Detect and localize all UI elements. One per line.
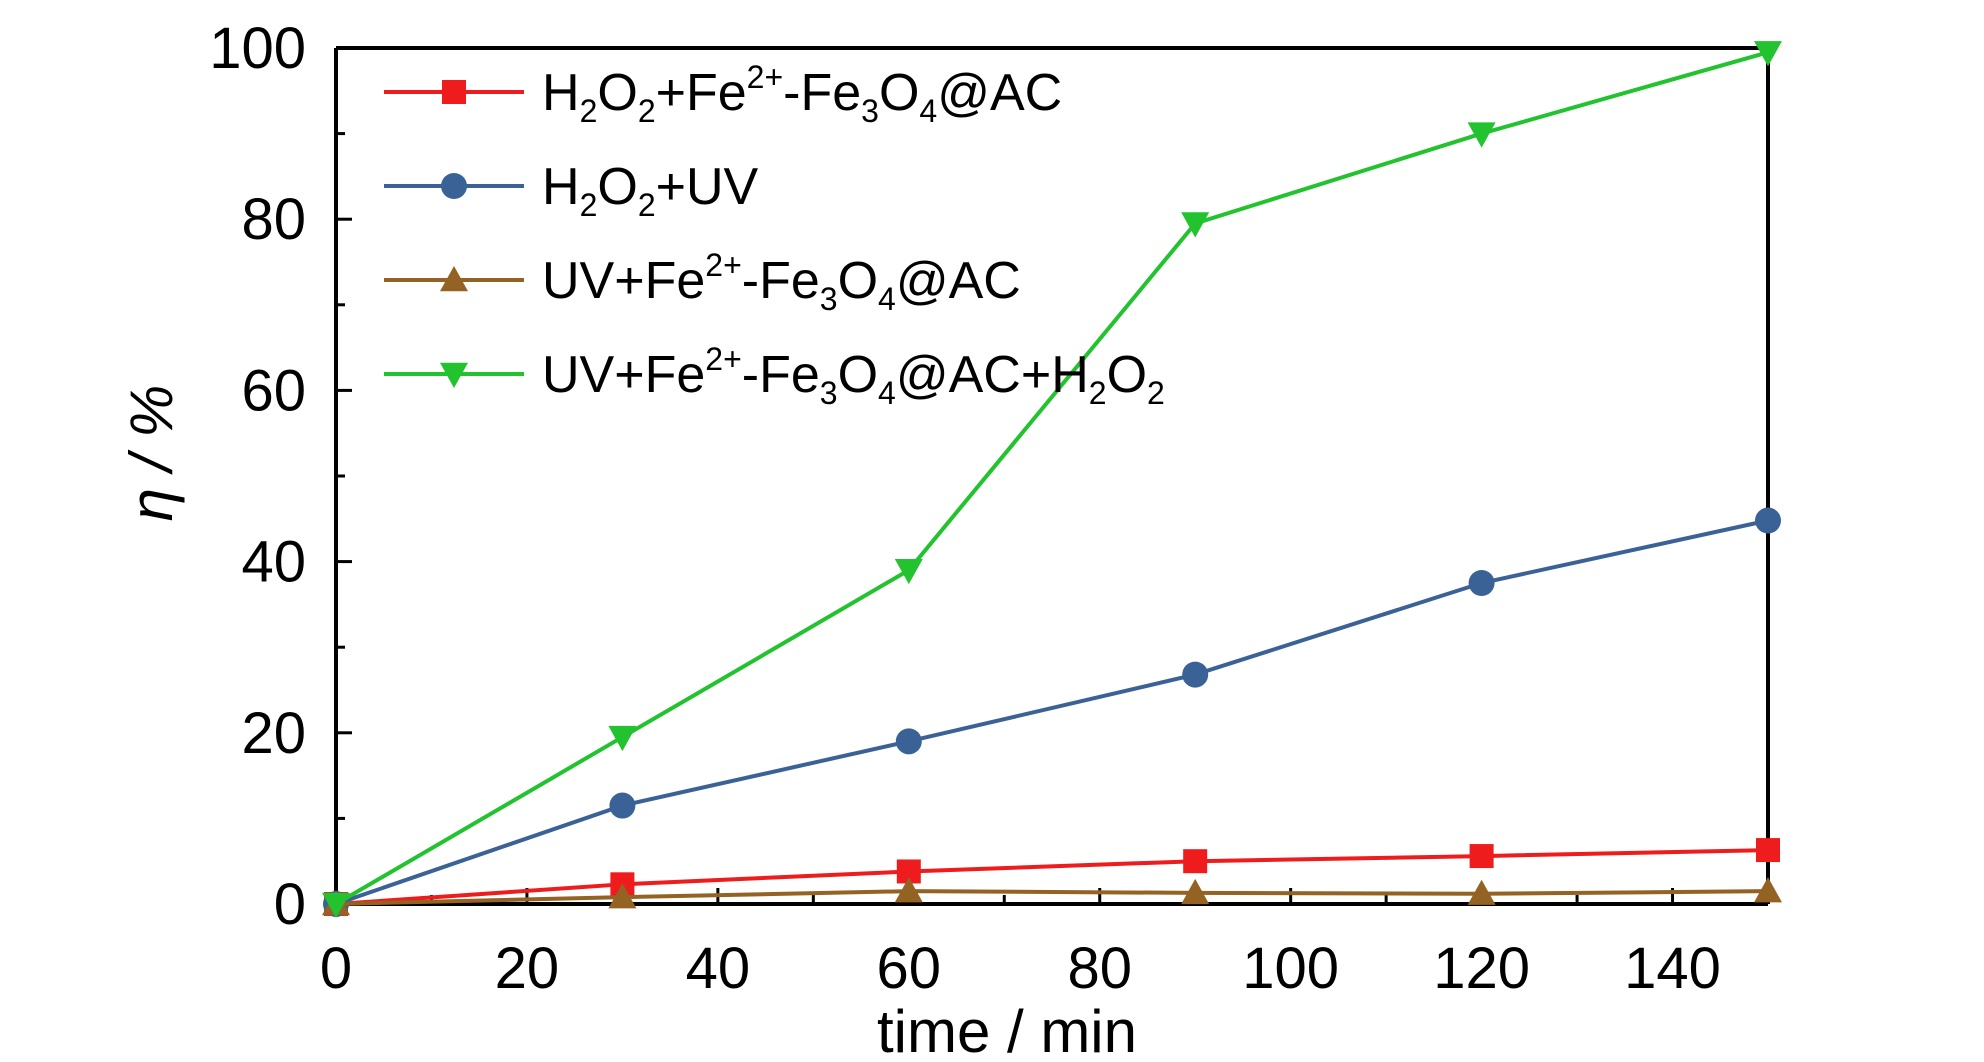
x-tick-label: 80 bbox=[1067, 936, 1132, 1001]
legend-entry: H2O2+Fe2+-Fe3O4@AC bbox=[384, 59, 1062, 129]
legend-marker bbox=[441, 173, 467, 199]
legend-text-part: -Fe bbox=[742, 346, 820, 404]
legend-label: H2O2+UV bbox=[542, 158, 759, 223]
data-point bbox=[895, 728, 922, 755]
legend-text-part: H bbox=[542, 158, 580, 216]
legend-text-part: -Fe bbox=[742, 252, 820, 310]
legend-subscript: 3 bbox=[820, 281, 838, 317]
legend-supscript: 2+ bbox=[747, 59, 783, 95]
x-tick-label: 120 bbox=[1433, 936, 1530, 1001]
x-tick-label: 100 bbox=[1242, 936, 1339, 1001]
legend-subscript: 2 bbox=[580, 93, 598, 129]
y-tick-label: 0 bbox=[274, 872, 306, 937]
data-point bbox=[894, 558, 923, 585]
x-tick-label: 40 bbox=[686, 936, 751, 1001]
data-point bbox=[1467, 879, 1496, 905]
legend: H2O2+Fe2+-Fe3O4@ACH2O2+UVUV+Fe2+-Fe3O4@A… bbox=[372, 52, 1165, 442]
legend-subscript: 2 bbox=[580, 187, 598, 223]
legend-subscript: 2 bbox=[1089, 375, 1107, 411]
legend-subscript: 2 bbox=[638, 187, 656, 223]
legend-entry: UV+Fe2+-Fe3O4@AC+H2O2 bbox=[384, 341, 1165, 411]
series-line bbox=[335, 518, 1769, 906]
legend-text-part: O bbox=[597, 158, 637, 216]
legend-subscript: 4 bbox=[878, 281, 896, 317]
data-point bbox=[1183, 849, 1208, 874]
y-tick-label: 100 bbox=[209, 16, 306, 81]
data-point bbox=[1469, 844, 1494, 869]
legend-subscript: 2 bbox=[1147, 375, 1165, 411]
legend-text-part: @AC+H bbox=[896, 346, 1089, 404]
legend-subscript: 3 bbox=[820, 375, 838, 411]
axes: 0 20 40 60 80 100 120 140 0 20 40 60 80 100 bbox=[209, 16, 1770, 1001]
series-3 bbox=[322, 877, 1782, 916]
data-point bbox=[609, 792, 636, 819]
y-tick-label: 80 bbox=[241, 187, 306, 252]
legend-text-part: UV+Fe bbox=[542, 252, 705, 310]
data-point bbox=[322, 892, 350, 918]
legend-subscript: 4 bbox=[919, 93, 937, 129]
x-tick-label: 0 bbox=[320, 936, 352, 1001]
series-line bbox=[335, 848, 1769, 906]
legend-marker bbox=[440, 266, 468, 292]
series-line bbox=[334, 50, 1769, 906]
legend-supscript: 2+ bbox=[705, 341, 741, 377]
data-point bbox=[1182, 661, 1209, 688]
legend-supscript: 2+ bbox=[705, 247, 741, 283]
series-line bbox=[335, 889, 1769, 906]
data-point bbox=[608, 725, 637, 752]
y-tick-label: 20 bbox=[241, 701, 306, 766]
x-tick-label: 20 bbox=[495, 936, 560, 1001]
series-4 bbox=[322, 41, 1782, 918]
legend-text-part: @AC bbox=[896, 252, 1021, 310]
series-1 bbox=[324, 838, 1780, 916]
legend-text-part: O bbox=[838, 252, 878, 310]
data-point bbox=[1756, 838, 1780, 863]
legend-marker bbox=[442, 80, 466, 104]
legend-label: H2O2+Fe2+-Fe3O4@AC bbox=[542, 59, 1062, 129]
data-point bbox=[1754, 877, 1782, 903]
data-point bbox=[894, 877, 923, 903]
series-layer bbox=[322, 41, 1782, 918]
x-tick-label: 60 bbox=[877, 936, 942, 1001]
legend-text-part: +UV bbox=[656, 158, 759, 216]
legend-entry: H2O2+UV bbox=[384, 158, 759, 223]
y-tick-label: 60 bbox=[241, 358, 306, 423]
legend-text-part: @AC bbox=[937, 64, 1062, 122]
data-point bbox=[1754, 41, 1782, 67]
legend-background bbox=[372, 52, 972, 442]
legend-text-part: -Fe bbox=[783, 64, 861, 122]
legend-subscript: 2 bbox=[638, 93, 656, 129]
y-tick-label: 40 bbox=[241, 530, 306, 595]
data-point bbox=[1181, 878, 1210, 905]
x-axis-title: time / min bbox=[877, 998, 1137, 1062]
legend-text-part: O bbox=[838, 346, 878, 404]
legend-text-part: O bbox=[597, 64, 637, 122]
data-point bbox=[1181, 212, 1210, 238]
legend-label: UV+Fe2+-Fe3O4@AC+H2O2 bbox=[542, 341, 1165, 411]
legend-text-part: H bbox=[542, 64, 580, 122]
legend-label: UV+Fe2+-Fe3O4@AC bbox=[542, 247, 1021, 317]
legend-text-part: O bbox=[879, 64, 919, 122]
legend-subscript: 4 bbox=[878, 375, 896, 411]
legend-text-part: O bbox=[1107, 346, 1147, 404]
data-point bbox=[1467, 122, 1496, 148]
legend-text-part: +Fe bbox=[656, 64, 747, 122]
legend-text-part: UV+Fe bbox=[542, 346, 705, 404]
x-tick-label: 140 bbox=[1624, 936, 1721, 1001]
data-point bbox=[608, 883, 637, 909]
legend-entry: UV+Fe2+-Fe3O4@AC bbox=[384, 247, 1021, 317]
legend-marker bbox=[440, 362, 468, 388]
y-axis-title: η / % bbox=[118, 385, 185, 522]
data-point bbox=[1755, 507, 1781, 534]
data-point bbox=[1468, 570, 1495, 596]
legend-subscript: 3 bbox=[861, 93, 879, 129]
